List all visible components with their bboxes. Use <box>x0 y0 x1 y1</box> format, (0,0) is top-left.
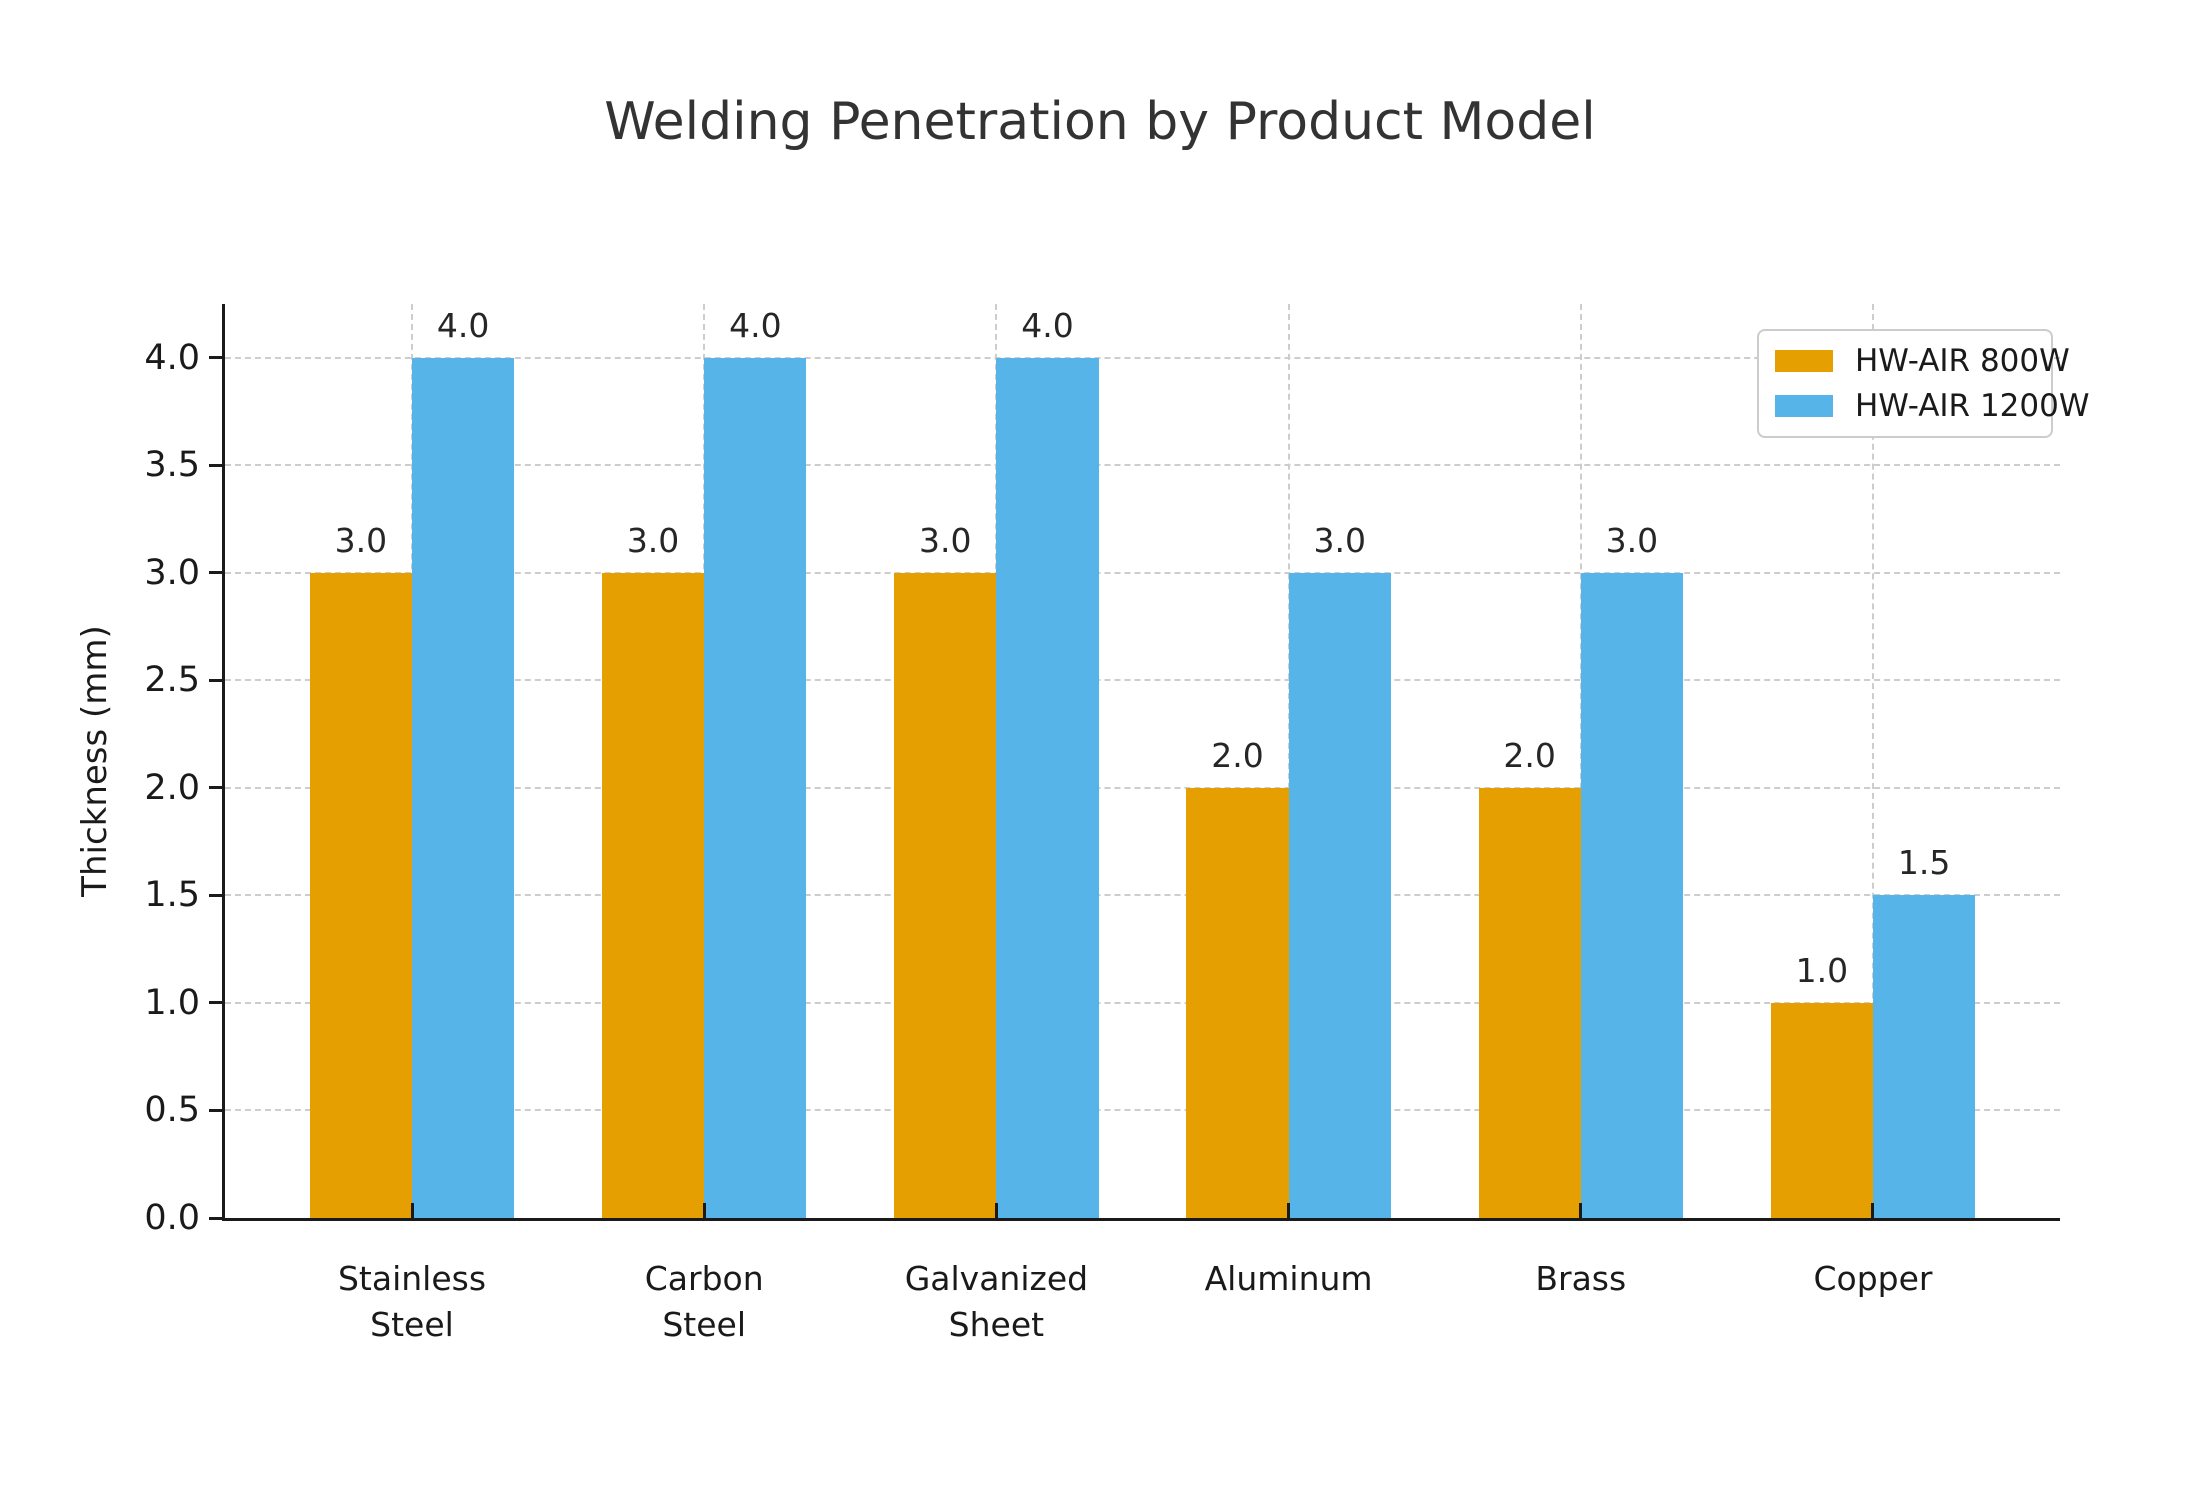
bar-hw-air-800w-1 <box>601 572 705 1218</box>
y-gridline <box>225 1001 2060 1004</box>
x-tick-label: Stainless Steel <box>337 1259 487 1344</box>
bar-value-label: 1.0 <box>1795 950 1849 990</box>
x-tick-label: Carbon Steel <box>644 1259 764 1344</box>
bar-hw-air-1200w-1 <box>704 357 807 1218</box>
legend-item-hw-air-1200w: HW-AIR 1200W <box>1775 388 2090 424</box>
bar-hw-air-1200w-3 <box>1288 572 1391 1218</box>
plot-area: 0.0 0.5 1.0 1.5 2.0 2.5 3.0 3.5 4.0 Stainless Ste… <box>144 304 2060 1344</box>
bar-hw-air-800w-0 <box>309 572 412 1218</box>
legend-swatch-hw-air-1200w <box>1775 395 1833 417</box>
chart-title: Welding Penetration by Product Model <box>604 92 1596 152</box>
bar-value-label: 2.0 <box>1211 735 1264 775</box>
bar-value-label: 1.5 <box>1897 843 1951 883</box>
legend-item-hw-air-800w: HW-AIR 800W <box>1775 343 2070 379</box>
bar-hw-air-800w-2 <box>894 572 997 1218</box>
x-tick-mark <box>1871 1203 1875 1218</box>
y-tick-mark <box>209 356 222 360</box>
bar-value-label: 2.0 <box>1503 735 1556 775</box>
bar-hw-air-800w-3 <box>1186 787 1289 1218</box>
legend-swatch-hw-air-800w <box>1775 350 1833 372</box>
y-tick-mark <box>209 893 222 897</box>
bar-hw-air-1200w-5 <box>1872 895 1976 1218</box>
y-tick-mark <box>209 463 222 467</box>
x-tick-mark <box>1579 1203 1583 1218</box>
x-tick-mark <box>410 1203 414 1218</box>
bar-hw-air-1200w-2 <box>996 357 1099 1218</box>
bar-value-label: 4.0 <box>1021 305 1074 345</box>
y-gridline <box>225 786 2060 789</box>
y-gridline <box>225 571 2060 574</box>
bar-hw-air-800w-4 <box>1478 787 1581 1218</box>
y-tick-label: 2.0 <box>144 767 200 808</box>
bar-value-label: 3.0 <box>334 520 388 560</box>
bar-hw-air-1200w-4 <box>1580 572 1684 1218</box>
x-tick-label: Copper <box>1813 1259 1933 1298</box>
legend-label-hw-air-1200w: HW-AIR 1200W <box>1855 388 2090 424</box>
y-gridline <box>225 1109 2060 1112</box>
bar-value-label: 4.0 <box>436 305 490 345</box>
legend-label-hw-air-800w: HW-AIR 800W <box>1855 343 2070 379</box>
y-tick-label: 4.0 <box>144 337 200 378</box>
x-gridline <box>1871 304 1874 1218</box>
y-tick-label: 3.0 <box>144 552 200 593</box>
bar-value-label: 4.0 <box>729 305 782 345</box>
y-gridline <box>225 464 2060 467</box>
y-tick-mark <box>209 678 222 682</box>
bar-value-label: 3.0 <box>1313 520 1366 560</box>
y-tick-label: 1.5 <box>144 875 200 916</box>
bar-hw-air-1200w-0 <box>412 357 515 1218</box>
y-tick-label: 2.5 <box>144 660 200 701</box>
y-tick-label: 0.5 <box>144 1090 200 1131</box>
y-tick-label: 1.0 <box>144 982 200 1023</box>
bar-value-label: 3.0 <box>1605 520 1659 560</box>
bar-value-label: 3.0 <box>626 520 680 560</box>
x-tick-mark <box>702 1203 706 1218</box>
y-tick-label: 0.0 <box>144 1198 200 1238</box>
x-tick-label: Galvanized Sheet <box>904 1259 1089 1344</box>
y-tick-mark <box>209 571 222 575</box>
legend: HW-AIR 800W HW-AIR 1200W <box>1757 329 2090 438</box>
x-tick-mark <box>994 1203 998 1218</box>
y-tick-mark <box>209 1216 222 1220</box>
x-tick-label: Aluminum <box>1204 1259 1373 1298</box>
y-tick-label: 3.5 <box>144 445 200 486</box>
y-tick-mark <box>209 1108 222 1112</box>
y-gridline <box>225 356 2060 359</box>
y-gridline <box>225 679 2060 682</box>
y-gridline <box>225 894 2060 897</box>
x-tick-mark <box>1287 1203 1291 1218</box>
bar-value-label: 3.0 <box>919 520 972 560</box>
bar-hw-air-800w-5 <box>1770 1002 1873 1218</box>
y-tick-mark <box>209 786 222 790</box>
y-tick-mark <box>209 1001 222 1005</box>
x-tick-label: Brass <box>1535 1259 1627 1298</box>
